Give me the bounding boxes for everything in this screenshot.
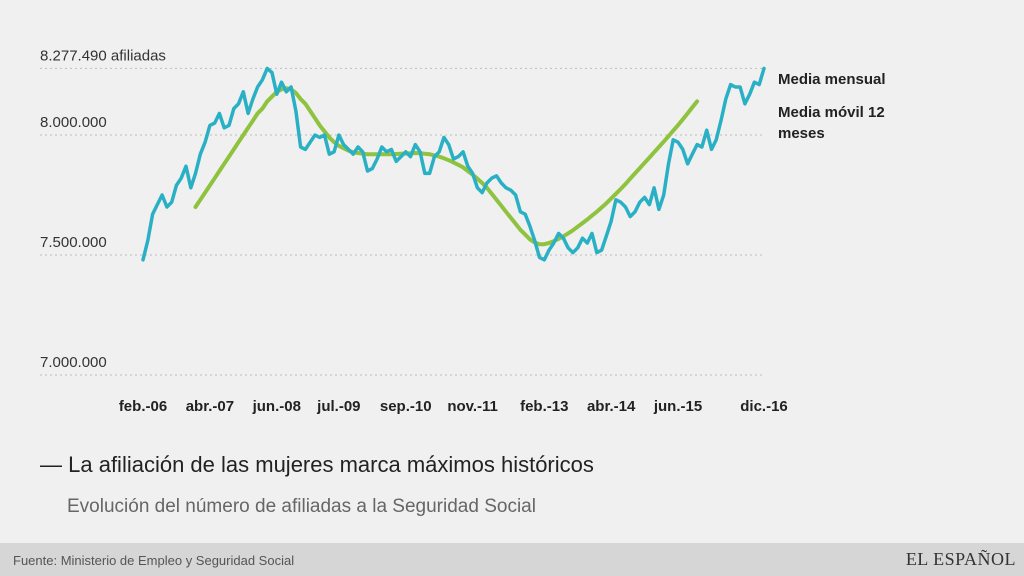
legend: Media mensual Media móvil 12 meses (778, 71, 886, 142)
y-tick-label: 8.000.000 (40, 114, 107, 131)
x-tick-label: sep.-10 (380, 398, 432, 415)
legend-label: meses (778, 125, 825, 142)
legend-label: Media mensual (778, 71, 886, 88)
x-tick-label: feb.-06 (119, 398, 167, 415)
chart-subtitle: Evolución del número de afiliadas a la S… (67, 496, 536, 517)
legend-label: Media móvil 12 (778, 104, 885, 121)
x-tick-label: abr.-14 (587, 398, 636, 415)
brand-logo: EL ESPAÑOL (905, 549, 1016, 569)
chart-title-text: La afiliación de las mujeres marca máxim… (68, 452, 594, 477)
series-lines (141, 66, 766, 262)
series-line-media-movil-12-meses (193, 86, 700, 247)
x-tick-label: abr.-07 (186, 398, 234, 415)
x-tick-label: dic.-16 (740, 398, 788, 415)
grid (40, 67, 764, 376)
y-tick-label: 8.277.490 afiliadas (40, 47, 166, 64)
y-tick-label: 7.000.000 (40, 354, 107, 371)
series-line-media-mensual (141, 66, 766, 262)
title-dash: — (40, 452, 62, 477)
x-tick-label: jun.-08 (252, 398, 301, 415)
x-axis: feb.-06 abr.-07 jun.-08 jul.-09 sep.-10 nov.-… (119, 398, 788, 415)
y-axis: 8.277.490 afiliadas 8.000.000 7.500.000 7.0… (40, 47, 166, 371)
line-chart: 8.277.490 afiliadas 8.000.000 7.500.000 7.0… (40, 47, 886, 415)
x-tick-label: feb.-13 (520, 398, 568, 415)
y-tick-label: 7.500.000 (40, 234, 107, 251)
source-note: Fuente: Ministerio de Empleo y Seguridad… (13, 553, 295, 568)
x-tick-label: jul.-09 (316, 398, 360, 415)
x-tick-label: jun.-15 (653, 398, 702, 415)
footer-bar: Fuente: Ministerio de Empleo y Seguridad… (0, 543, 1024, 576)
x-tick-label: nov.-11 (447, 398, 498, 415)
chart-title: — La afiliación de las mujeres marca máx… (40, 452, 594, 478)
